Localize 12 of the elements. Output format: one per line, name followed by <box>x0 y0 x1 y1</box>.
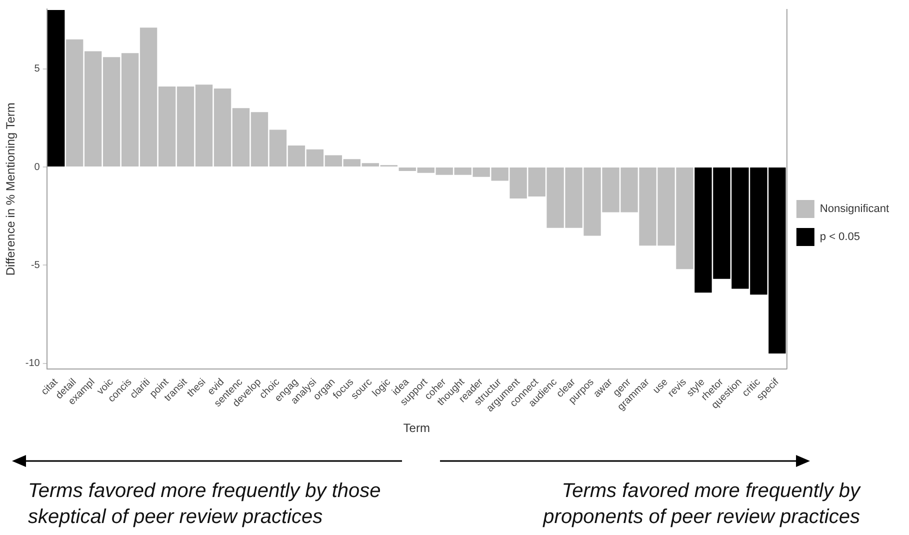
y-tick-label: 0 <box>34 162 40 173</box>
text: Terms favored more frequently by those skeptical of peer review practices <box>28 479 382 530</box>
legend-label: Nonsignificant <box>820 203 889 216</box>
y-axis-title: Difference in % Mentioning Term <box>4 102 18 276</box>
x-tick-label: logic <box>370 376 393 400</box>
x-axis-title: Term <box>403 421 430 436</box>
y-tick-label: -5 <box>30 260 40 271</box>
legend-label: p < 0.05 <box>820 231 860 244</box>
y-tick-label: -10 <box>25 358 40 370</box>
text: Terms favored more frequently by proponents of peer review practices <box>542 479 860 530</box>
y-tick-label: 5 <box>34 64 40 75</box>
bar <box>48 10 65 167</box>
